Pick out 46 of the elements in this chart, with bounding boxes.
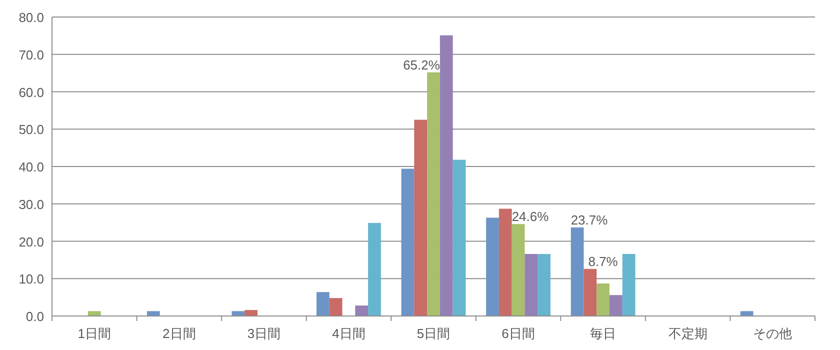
x-tick-label: 毎日 xyxy=(590,326,616,341)
y-tick-label: 50.0 xyxy=(18,122,44,138)
y-tick-label: 10.0 xyxy=(18,272,44,287)
x-tick-label: 2日間 xyxy=(162,326,196,341)
bar xyxy=(355,306,368,316)
bar xyxy=(244,310,258,316)
bar xyxy=(329,298,342,316)
y-tick-label: 70.0 xyxy=(18,47,44,62)
bar xyxy=(368,222,381,316)
y-tick-label: 0.0 xyxy=(26,309,44,324)
x-tick-label: 5日間 xyxy=(416,326,450,341)
bar xyxy=(596,283,610,316)
y-tick-label: 30.0 xyxy=(18,196,44,212)
bar xyxy=(622,254,636,316)
bar xyxy=(316,292,330,316)
bar xyxy=(146,311,160,316)
x-tick-label: その他 xyxy=(753,326,792,341)
bar xyxy=(524,254,538,316)
bar xyxy=(570,227,584,316)
bar xyxy=(584,268,597,316)
bar xyxy=(414,120,428,316)
data-label: 24.6% xyxy=(512,209,550,224)
x-tick-label: 4日間 xyxy=(332,326,366,341)
bar xyxy=(427,72,440,316)
x-tick-label: 3日間 xyxy=(247,326,281,341)
data-label: 23.7% xyxy=(570,212,608,228)
y-tick-label: 40.0 xyxy=(18,160,44,174)
bar xyxy=(486,218,499,316)
y-tick-label: 20.0 xyxy=(18,234,44,250)
y-tick-label: 60.0 xyxy=(18,84,44,100)
bar xyxy=(452,160,466,316)
bar xyxy=(498,208,512,316)
y-tick-label: 80.0 xyxy=(18,10,44,25)
bar xyxy=(88,311,101,316)
data-label: 8.7% xyxy=(588,254,618,269)
x-tick-label: 1日間 xyxy=(78,326,112,341)
bar xyxy=(512,224,525,316)
bar xyxy=(401,168,414,316)
bar xyxy=(440,35,453,316)
x-tick-label: 6日間 xyxy=(502,326,535,341)
bar xyxy=(610,295,622,316)
data-label: 65.2% xyxy=(403,57,440,72)
bar xyxy=(538,254,550,316)
x-tick-label: 不定期 xyxy=(668,326,708,341)
bar xyxy=(232,311,245,316)
bar xyxy=(740,311,754,316)
